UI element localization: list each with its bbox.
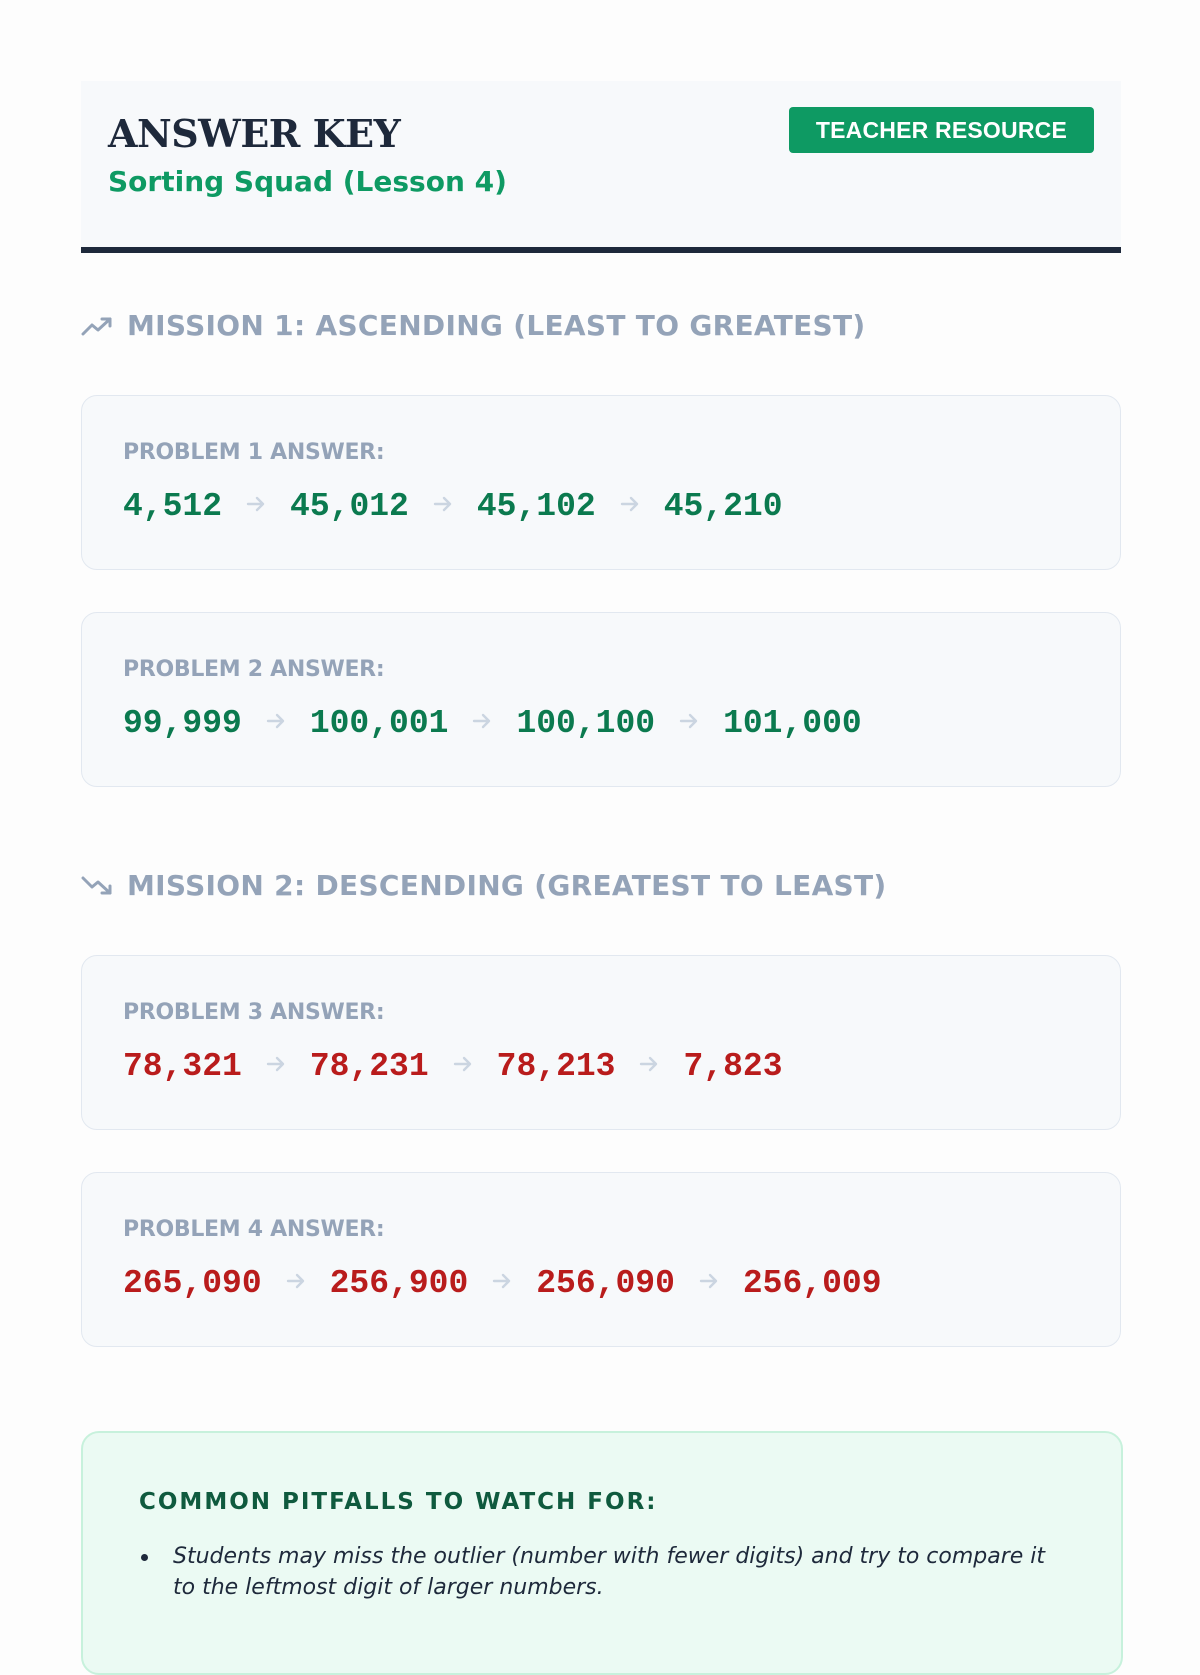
pitfalls-title: COMMON PITFALLS TO WATCH FOR:	[139, 1489, 658, 1515]
problem-4-sequence: 265,090 256,900 256,090 256,009	[123, 1265, 882, 1302]
arrow-right-icon	[433, 495, 453, 518]
problem-2-label: PROBLEM 2 ANSWER:	[123, 657, 385, 682]
pitfalls-list: Students may miss the outlier (number wi…	[139, 1541, 1065, 1603]
arrow-right-icon	[679, 712, 699, 735]
answer-number: 99,999	[123, 705, 242, 742]
problem-2-sequence: 99,999 100,001 100,100 101,000	[123, 705, 862, 742]
problem-1-sequence: 4,512 45,012 45,102 45,210	[123, 488, 783, 525]
problem-4-card: PROBLEM 4 ANSWER: 265,090 256,900 256,09…	[81, 1172, 1121, 1347]
answer-number: 45,102	[476, 488, 596, 525]
answer-number: 265,090	[123, 1265, 262, 1302]
page-title: ANSWER KEY	[108, 111, 401, 156]
answer-number: 45,210	[663, 488, 783, 525]
arrow-right-icon	[246, 495, 266, 518]
trending-down-icon	[81, 876, 112, 894]
answer-number: 78,231	[309, 1048, 429, 1085]
problem-3-card: PROBLEM 3 ANSWER: 78,321 78,231 78,213 7…	[81, 955, 1121, 1130]
arrow-right-icon	[286, 1272, 306, 1295]
page-subtitle: Sorting Squad (Lesson 4)	[108, 165, 507, 198]
trending-up-icon	[81, 317, 112, 335]
answer-number: 256,009	[742, 1265, 882, 1302]
arrow-right-icon	[266, 712, 286, 735]
answer-number: 101,000	[723, 705, 862, 742]
answer-number: 256,090	[536, 1265, 675, 1302]
mission-1-title: MISSION 1: ASCENDING (LEAST TO GREATEST)	[81, 309, 866, 342]
mission-2-title: MISSION 2: DESCENDING (GREATEST TO LEAST…	[81, 869, 887, 902]
arrow-right-icon	[699, 1272, 719, 1295]
header: ANSWER KEY Sorting Squad (Lesson 4) TEAC…	[81, 81, 1121, 253]
arrow-right-icon	[266, 1055, 286, 1078]
mission-1-title-text: MISSION 1: ASCENDING (LEAST TO GREATEST)	[127, 309, 866, 342]
problem-1-label: PROBLEM 1 ANSWER:	[123, 440, 385, 465]
answer-number: 100,100	[516, 705, 656, 742]
problem-1-card: PROBLEM 1 ANSWER: 4,512 45,012 45,102 45…	[81, 395, 1121, 570]
answer-number: 78,213	[496, 1048, 616, 1085]
answer-number: 256,900	[329, 1265, 469, 1302]
arrow-right-icon	[453, 1055, 473, 1078]
problem-3-sequence: 78,321 78,231 78,213 7,823	[123, 1048, 783, 1085]
mission-2-title-text: MISSION 2: DESCENDING (GREATEST TO LEAST…	[127, 869, 887, 902]
answer-number: 100,001	[309, 705, 449, 742]
problem-3-label: PROBLEM 3 ANSWER:	[123, 1000, 385, 1025]
answer-number: 45,012	[290, 488, 409, 525]
arrow-right-icon	[492, 1272, 512, 1295]
teacher-resource-badge: TEACHER RESOURCE	[788, 107, 1094, 153]
arrow-right-icon	[620, 495, 640, 518]
answer-number: 7,823	[683, 1048, 783, 1085]
problem-4-label: PROBLEM 4 ANSWER:	[123, 1217, 385, 1242]
common-pitfalls-box: COMMON PITFALLS TO WATCH FOR: Students m…	[81, 1431, 1123, 1675]
answer-number: 78,321	[123, 1048, 242, 1085]
pitfall-item: Students may miss the outlier (number wi…	[139, 1541, 1065, 1603]
problem-2-card: PROBLEM 2 ANSWER: 99,999 100,001 100,100…	[81, 612, 1121, 787]
arrow-right-icon	[639, 1055, 659, 1078]
answer-key-page: ANSWER KEY Sorting Squad (Lesson 4) TEAC…	[81, 81, 1123, 1675]
arrow-right-icon	[472, 712, 492, 735]
answer-number: 4,512	[123, 488, 223, 525]
